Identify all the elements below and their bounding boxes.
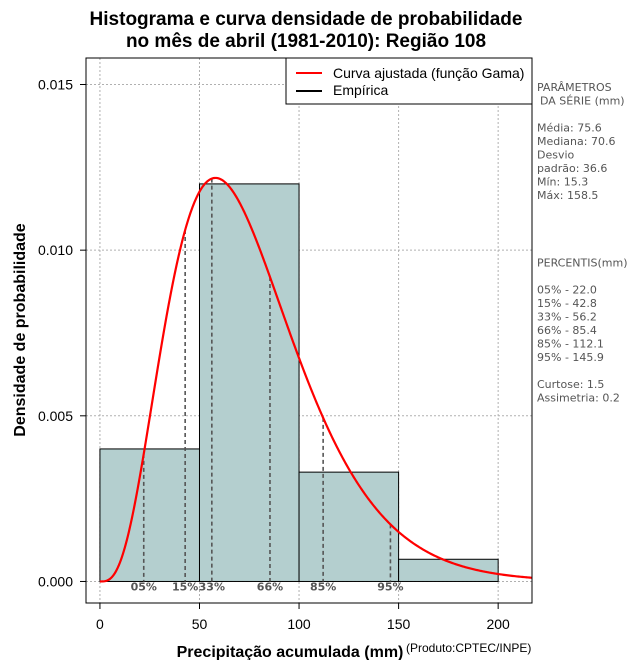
x-tick-label: 0 — [96, 616, 104, 632]
histogram-bar — [298, 471, 400, 582]
stat-line: 15% - 42.8 — [537, 297, 597, 310]
chart-title-line2: no mês de abril (1981-2010): Região 108 — [126, 31, 486, 52]
percentile-lines: 05% 15% 33% 66% 85% 95% — [131, 178, 404, 593]
x-tick-label: 100 — [287, 616, 311, 632]
y-axis: 0.000 0.005 0.010 0.015 — [38, 77, 86, 589]
y-tick-label: 0.015 — [38, 77, 73, 93]
percentile-label: 05% — [131, 580, 157, 593]
stat-line: 66% - 85.4 — [537, 324, 597, 337]
x-axis: 0 50 100 150 200 — [96, 603, 510, 632]
x-axis-label: Precipitação acumulada (mm) — [177, 644, 404, 660]
stat-line: Mediana: 70.6 — [537, 135, 615, 148]
chart-title-line1: Histograma e curva densidade de probabil… — [90, 9, 523, 30]
x-tick-label: 150 — [387, 616, 411, 632]
percentile-label: 66% — [257, 580, 283, 593]
stat-line: Máx: 158.5 — [537, 189, 598, 202]
stat-line: 33% - 56.2 — [537, 311, 597, 324]
histogram-bars — [99, 183, 499, 582]
y-tick-label: 0.005 — [38, 408, 73, 424]
stat-line: Média: 75.6 — [537, 122, 602, 135]
stat-line: Curtose: 1.5 — [537, 378, 604, 391]
percentile-label: 95% — [377, 580, 403, 593]
percentile-label: 15% — [172, 580, 198, 593]
credit-text: (Produto:CPTEC/INPE) — [406, 641, 531, 655]
percentile-label: 85% — [310, 580, 336, 593]
y-tick-label: 0.000 — [38, 573, 73, 589]
gamma-curve-line — [99, 176, 533, 583]
gamma-curve — [99, 176, 533, 583]
legend: Curva ajustada (função Gama) Empírica — [285, 57, 533, 105]
stat-line: 95% - 145.9 — [537, 351, 604, 364]
legend-box — [285, 57, 533, 105]
x-tick-label: 200 — [486, 616, 510, 632]
y-tick-label: 0.010 — [38, 242, 73, 258]
legend-empirical-label: Empírica — [333, 82, 388, 98]
stat-line: PARÂMETROS — [537, 81, 612, 94]
stat-line: PERCENTIS(mm) — [537, 257, 628, 270]
stat-line: DA SÉRIE (mm) — [540, 95, 625, 108]
legend-curve-label: Curva ajustada (função Gama) — [333, 65, 524, 81]
histogram-bar — [198, 183, 300, 582]
stat-line: Desvio — [537, 149, 575, 162]
y-axis-label: Densidade de probabilidade — [12, 223, 29, 436]
stat-line: 05% - 22.0 — [537, 284, 597, 297]
stat-line: Mín: 15.3 — [537, 176, 588, 189]
x-tick-label: 50 — [192, 616, 208, 632]
stat-line: 85% - 112.1 — [537, 338, 604, 351]
stat-line: Assimetria: 0.2 — [537, 392, 620, 405]
histogram-bar — [398, 558, 499, 582]
percentile-label: 33% — [199, 580, 225, 593]
stat-line: padrão: 36.6 — [537, 162, 607, 175]
